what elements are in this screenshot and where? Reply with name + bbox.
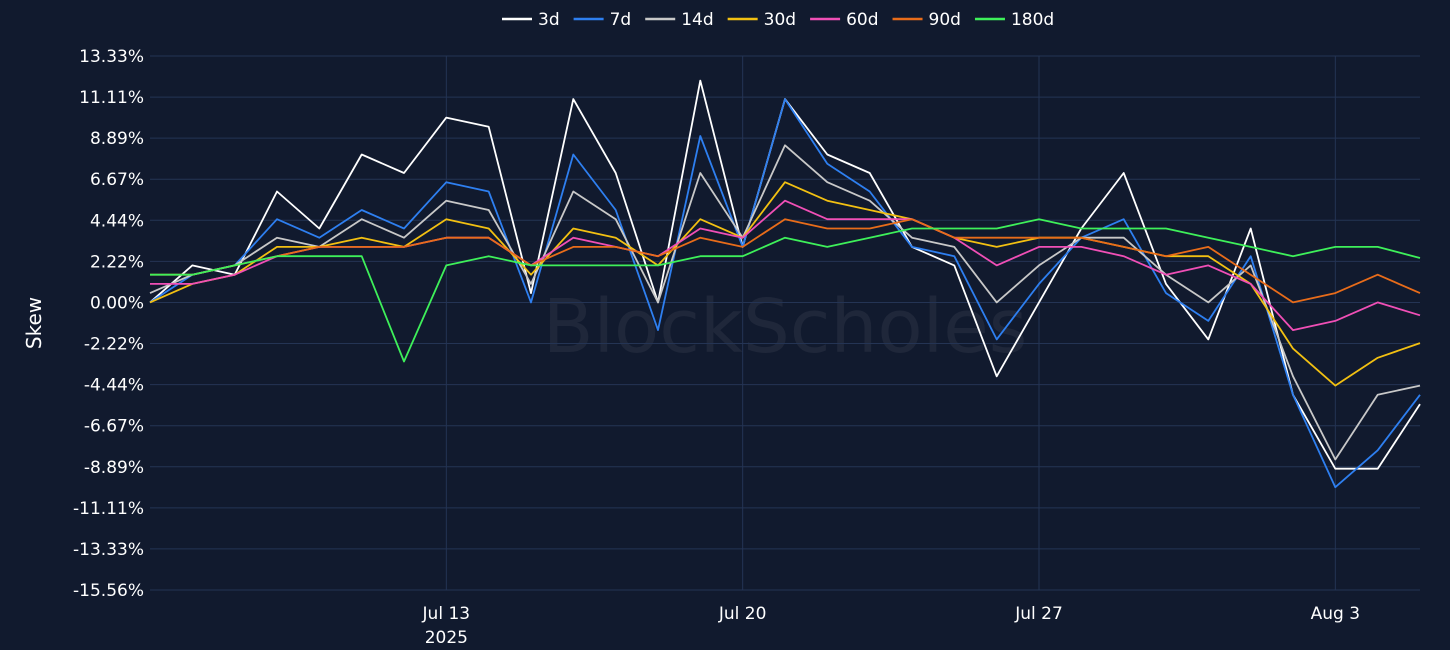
x-tick-year-label: 2025 bbox=[425, 628, 468, 648]
y-tick-label: 8.89% bbox=[90, 129, 144, 149]
y-tick-label: 11.11% bbox=[79, 88, 144, 108]
y-tick-label: -2.22% bbox=[84, 335, 144, 355]
y-tick-label: -11.11% bbox=[73, 499, 144, 519]
legend-item-180d[interactable]: 180d bbox=[974, 10, 1054, 30]
y-tick-label: 0.00% bbox=[90, 293, 144, 313]
series-line-7d bbox=[149, 98, 1421, 489]
series-line-90d bbox=[150, 218, 1421, 304]
y-axis-title: Skew bbox=[22, 297, 46, 349]
legend-label: 180d bbox=[1011, 10, 1054, 30]
watermark-text: BlockScholes bbox=[543, 284, 1028, 370]
series-line-30d bbox=[149, 181, 1421, 387]
y-tick-label: -13.33% bbox=[73, 540, 144, 560]
legend-label: 3d bbox=[538, 10, 560, 30]
y-tick-label: 13.33% bbox=[79, 47, 144, 67]
x-tick-label: Jul 27 bbox=[1014, 604, 1063, 624]
x-tick-label: Aug 3 bbox=[1311, 604, 1360, 624]
legend-label: 14d bbox=[681, 10, 713, 30]
y-tick-label: 6.67% bbox=[90, 170, 144, 190]
legend-label: 90d bbox=[929, 10, 961, 30]
legend-item-7d[interactable]: 7d bbox=[573, 10, 632, 30]
legend[interactable]: 3d 7d 14d 30d 60d 90d 180d bbox=[502, 10, 1054, 30]
y-tick-label: -15.56% bbox=[73, 581, 144, 601]
series-line-180d bbox=[150, 218, 1421, 363]
series-line-14d bbox=[149, 144, 1421, 461]
axes: 13.33% 11.11% 8.89% 6.67% 4.44% 2.22% 0.00% -2.… bbox=[73, 47, 1360, 648]
x-tick-label: Jul 13 bbox=[422, 604, 471, 624]
y-tick-label: 2.22% bbox=[90, 252, 144, 272]
legend-item-14d[interactable]: 14d bbox=[645, 10, 714, 30]
y-tick-label: -4.44% bbox=[84, 376, 144, 396]
legend-item-90d[interactable]: 90d bbox=[892, 10, 961, 30]
grid bbox=[150, 55, 1420, 591]
legend-item-30d[interactable]: 30d bbox=[727, 10, 796, 30]
x-tick-label: Jul 20 bbox=[718, 604, 767, 624]
legend-item-60d[interactable]: 60d bbox=[810, 10, 879, 30]
legend-label: 30d bbox=[764, 10, 796, 30]
y-tick-label: -8.89% bbox=[84, 458, 144, 478]
legend-label: 7d bbox=[610, 10, 632, 30]
legend-item-3d[interactable]: 3d bbox=[502, 10, 560, 30]
y-tick-label: -6.67% bbox=[84, 417, 144, 437]
legend-label: 60d bbox=[846, 10, 878, 30]
y-tick-label: 4.44% bbox=[90, 211, 144, 231]
series-lines bbox=[149, 79, 1421, 489]
